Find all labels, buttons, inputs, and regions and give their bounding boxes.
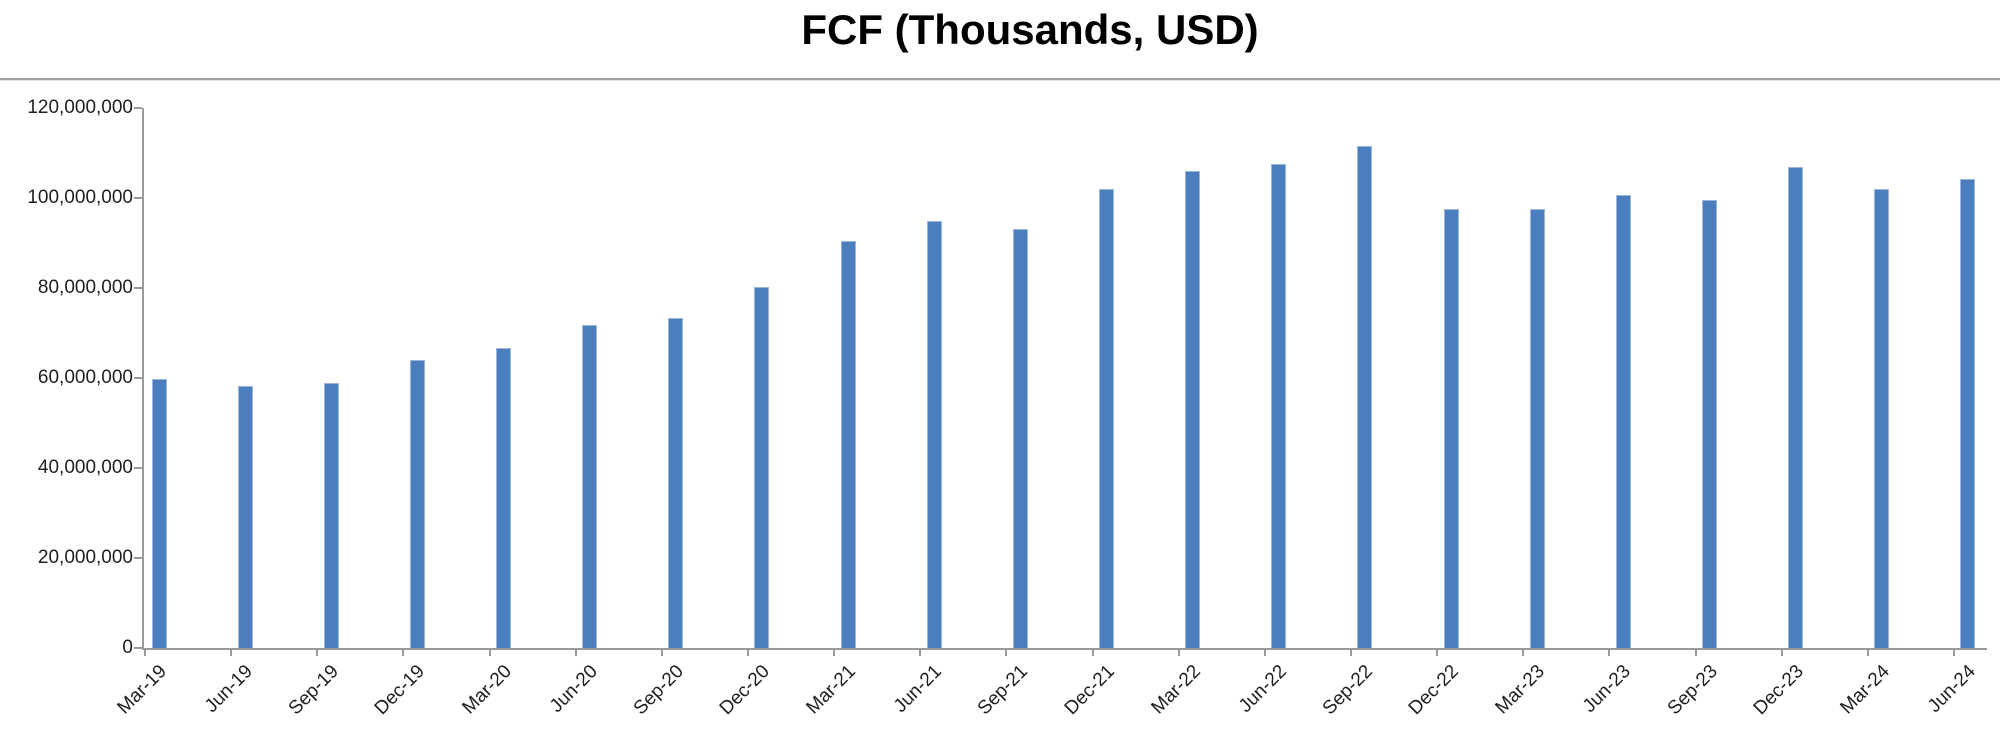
y-tick	[134, 557, 142, 559]
x-tick	[1952, 648, 1955, 656]
x-tick	[402, 648, 405, 656]
x-tick	[1091, 648, 1094, 656]
x-tick	[1177, 648, 1180, 656]
bar	[1185, 171, 1201, 648]
x-tick	[1522, 648, 1525, 656]
bar	[1788, 167, 1804, 648]
x-tick	[1780, 648, 1783, 656]
y-tick-label: 80,000,000	[37, 277, 133, 298]
bar	[409, 360, 425, 648]
y-tick-label: 120,000,000	[27, 97, 133, 118]
y-tick	[134, 287, 142, 289]
y-tick-label: 60,000,000	[37, 367, 133, 388]
bar	[1529, 209, 1545, 648]
bar	[1271, 164, 1287, 648]
title-separator-highlight	[0, 80, 2000, 81]
bar	[496, 348, 512, 648]
bar	[668, 318, 684, 648]
bar	[323, 383, 339, 648]
bar	[1960, 179, 1976, 648]
bar	[1357, 146, 1373, 648]
y-tick-label: 100,000,000	[27, 187, 133, 208]
chart-title: FCF (Thousands, USD)	[801, 6, 1259, 53]
x-tick	[1005, 648, 1008, 656]
x-tick	[919, 648, 922, 656]
bar	[1615, 195, 1631, 648]
x-tick	[488, 648, 491, 656]
x-tick	[1608, 648, 1611, 656]
bar	[754, 287, 770, 648]
y-tick	[134, 467, 142, 469]
title-separator	[0, 78, 2000, 80]
x-tick	[660, 648, 663, 656]
y-tick-label: 40,000,000	[37, 457, 133, 478]
y-axis-line	[142, 108, 144, 650]
bar	[582, 325, 598, 648]
bar	[1443, 209, 1459, 648]
x-tick	[1263, 648, 1266, 656]
x-tick	[1349, 648, 1352, 656]
x-tick	[574, 648, 577, 656]
y-tick-label: 0	[122, 637, 133, 658]
bar	[151, 379, 167, 648]
y-tick-label: 20,000,000	[37, 547, 133, 568]
x-tick-label: Mar-19	[113, 661, 171, 719]
y-tick	[134, 647, 142, 649]
x-tick	[1694, 648, 1697, 656]
x-tick	[1866, 648, 1869, 656]
bar	[237, 386, 253, 648]
x-tick	[833, 648, 836, 656]
x-tick	[316, 648, 319, 656]
x-tick	[144, 648, 146, 656]
x-axis-line	[142, 648, 1987, 650]
bar	[1099, 189, 1115, 648]
y-tick	[134, 377, 142, 379]
y-tick	[134, 197, 142, 199]
bar	[1874, 189, 1890, 648]
x-tick	[746, 648, 749, 656]
x-tick	[230, 648, 233, 656]
y-tick	[134, 107, 142, 109]
bar	[1012, 229, 1028, 648]
x-tick	[1436, 648, 1439, 656]
bar	[1702, 200, 1718, 648]
bar	[926, 221, 942, 648]
bar	[840, 241, 856, 648]
